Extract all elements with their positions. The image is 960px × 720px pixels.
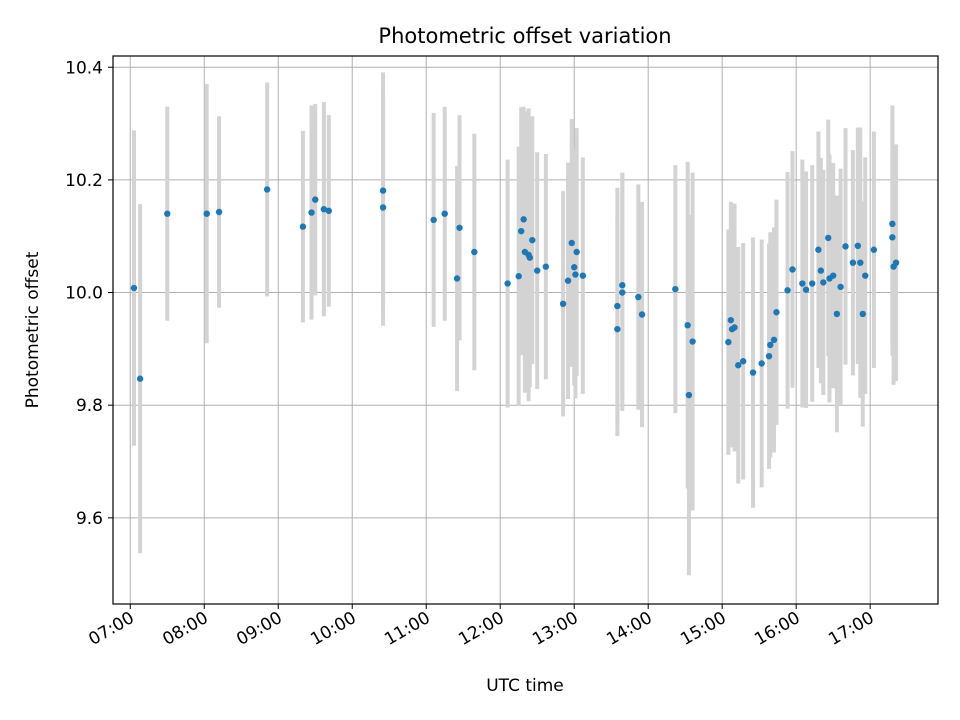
data-point: [825, 234, 832, 242]
data-point: [829, 272, 837, 279]
data-point: [517, 227, 525, 235]
data-point: [889, 220, 896, 228]
data-point: [889, 234, 896, 241]
data-point: [784, 287, 791, 294]
data-point: [672, 285, 679, 293]
data-point: [739, 358, 747, 365]
data-point: [568, 239, 575, 247]
data-point: [441, 210, 448, 217]
data-point: [130, 284, 138, 292]
x-axis-label: UTC time: [486, 676, 564, 696]
data-point: [312, 196, 319, 203]
data-point: [727, 316, 735, 324]
data-point: [849, 259, 857, 266]
data-point: [579, 272, 587, 279]
data-point: [758, 360, 765, 367]
data-point: [203, 210, 210, 217]
data-point: [619, 289, 626, 296]
data-point: [859, 310, 866, 318]
data-point: [685, 391, 693, 399]
data-point: [725, 338, 732, 346]
data-point: [789, 266, 796, 273]
data-point: [379, 204, 387, 211]
chart-title: Photometric offset variation: [378, 24, 671, 48]
data-point: [638, 311, 646, 318]
y-tick-label: 10.4: [65, 58, 103, 78]
y-tick-label: 10.0: [65, 284, 103, 304]
data-point: [809, 280, 816, 287]
y-tick-label: 9.6: [76, 509, 103, 529]
data-point: [534, 267, 541, 274]
data-point: [770, 336, 778, 344]
plot-frame: [112, 55, 939, 605]
data-point: [308, 209, 315, 216]
data-point: [815, 246, 822, 253]
data-point: [767, 341, 774, 349]
data-point: [735, 362, 742, 369]
data-point: [820, 279, 827, 286]
data-point: [892, 259, 900, 266]
data-point: [263, 186, 271, 193]
data-point: [572, 271, 579, 278]
data-point: [870, 246, 878, 253]
data-point: [802, 286, 810, 293]
data-point: [765, 352, 773, 360]
data-point: [689, 338, 696, 345]
data-point: [837, 283, 844, 291]
data-point: [471, 248, 478, 256]
data-point: [799, 280, 806, 287]
data-point: [817, 267, 825, 274]
data-point: [731, 324, 738, 331]
data-point: [749, 369, 757, 376]
data-point: [325, 207, 333, 215]
data-point: [635, 293, 642, 301]
data-point: [854, 242, 862, 250]
data-point: [299, 223, 307, 230]
data-point: [542, 263, 550, 270]
data-point: [504, 280, 511, 287]
data-point: [614, 302, 621, 310]
data-point: [833, 310, 841, 318]
data-point: [430, 216, 437, 224]
data-point: [857, 259, 864, 266]
data-point: [164, 210, 171, 217]
data-point: [862, 272, 869, 279]
data-point: [456, 224, 463, 231]
data-point: [453, 275, 461, 282]
data-point: [136, 375, 144, 382]
y-tick-label: 9.8: [76, 396, 103, 416]
data-point: [379, 187, 387, 194]
data-point: [526, 254, 534, 261]
data-point: [320, 205, 328, 213]
data-point: [559, 300, 567, 308]
data-point: [773, 309, 780, 316]
data-point: [614, 325, 621, 333]
data-point: [215, 208, 223, 216]
data-points: [130, 186, 900, 399]
data-point: [520, 216, 527, 223]
data-point: [573, 248, 580, 256]
data-point: [564, 277, 572, 284]
y-tick-label: 10.2: [65, 171, 103, 191]
data-point: [529, 236, 536, 244]
data-point: [515, 273, 522, 280]
data-point: [842, 243, 849, 250]
data-point: [684, 322, 691, 329]
y-axis-label: Photometric offset: [23, 251, 43, 408]
data-point: [619, 282, 626, 289]
data-point: [571, 264, 578, 271]
